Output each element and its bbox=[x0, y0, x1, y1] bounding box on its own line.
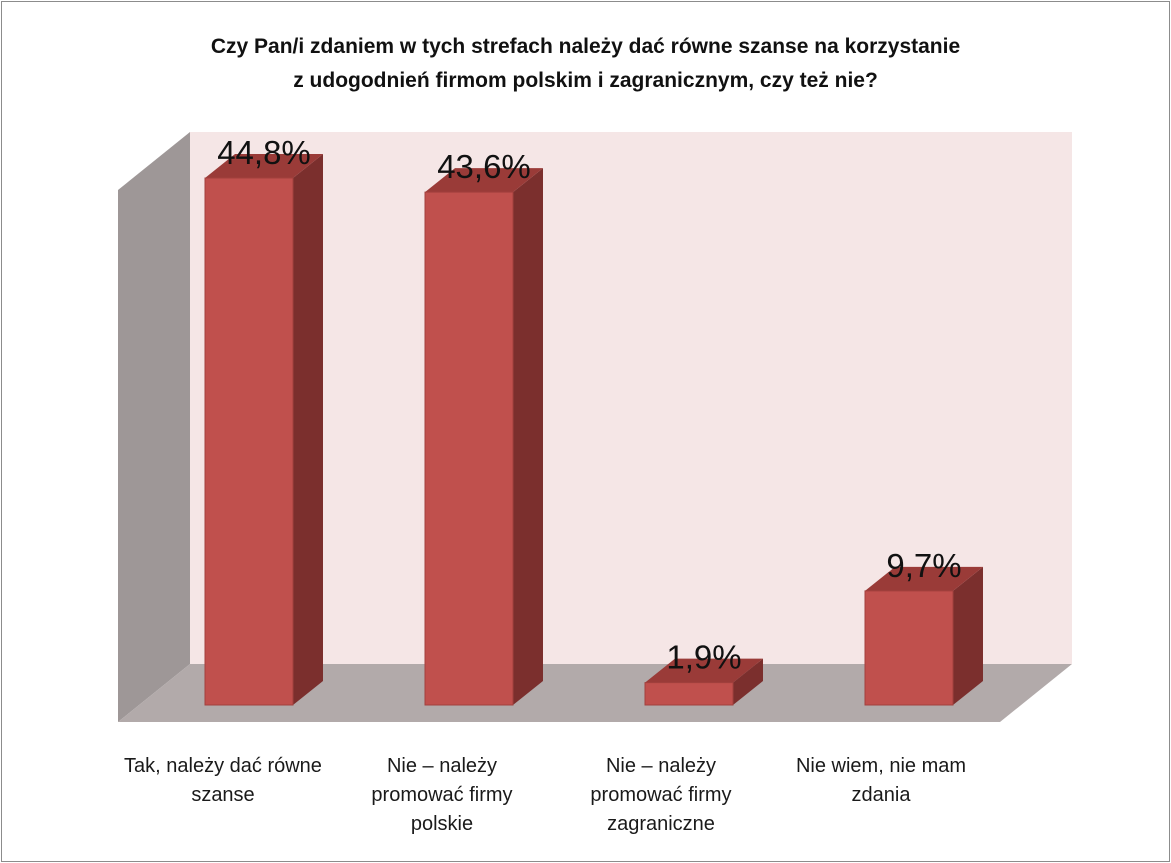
bar-4 bbox=[864, 566, 983, 706]
chart-title-line-2: z udogodnień firmom polskim i zagraniczn… bbox=[293, 69, 878, 92]
bar-side-4 bbox=[953, 566, 983, 705]
chart-side-wall bbox=[118, 132, 190, 722]
data-label-group: 44,8% 43,6% 1,9% 9,7% bbox=[217, 134, 961, 676]
bar-2 bbox=[424, 168, 543, 706]
data-label-2: 43,6% bbox=[437, 148, 531, 185]
bar-top-3 bbox=[645, 658, 763, 683]
category-label-2: Nie – należy promować firmy polskie bbox=[371, 755, 513, 835]
bar-side-3 bbox=[733, 658, 763, 705]
bar-front-3 bbox=[644, 682, 734, 706]
chart-title: Czy Pan/i zdaniem w tych strefach należy… bbox=[0, 30, 1171, 98]
bar-front-1 bbox=[204, 177, 294, 706]
chart-title-line-1: Czy Pan/i zdaniem w tych strefach należy… bbox=[210, 35, 961, 58]
bar-front-2 bbox=[424, 191, 514, 706]
category-label-3: Nie – należy promować firmy zagraniczne bbox=[590, 755, 732, 835]
bar-top-1 bbox=[205, 154, 323, 178]
bar-side-2 bbox=[513, 168, 543, 705]
bar-3 bbox=[644, 658, 763, 706]
bar-side-1 bbox=[293, 154, 323, 705]
bar-group bbox=[204, 154, 983, 706]
data-label-3: 1,9% bbox=[666, 639, 741, 676]
bar-top-2 bbox=[425, 168, 543, 193]
chart-back-wall bbox=[190, 132, 1072, 664]
bar-top-4 bbox=[865, 566, 983, 591]
category-label-1: Tak, należy dać równe szanse bbox=[124, 755, 322, 806]
data-label-4: 9,7% bbox=[886, 547, 961, 584]
category-label-4: Nie wiem, nie mam zdania bbox=[795, 755, 967, 806]
data-label-1: 44,8% bbox=[217, 134, 311, 171]
chart-floor bbox=[118, 664, 1072, 722]
bar-front-4 bbox=[864, 590, 954, 706]
bar-1 bbox=[204, 154, 323, 706]
